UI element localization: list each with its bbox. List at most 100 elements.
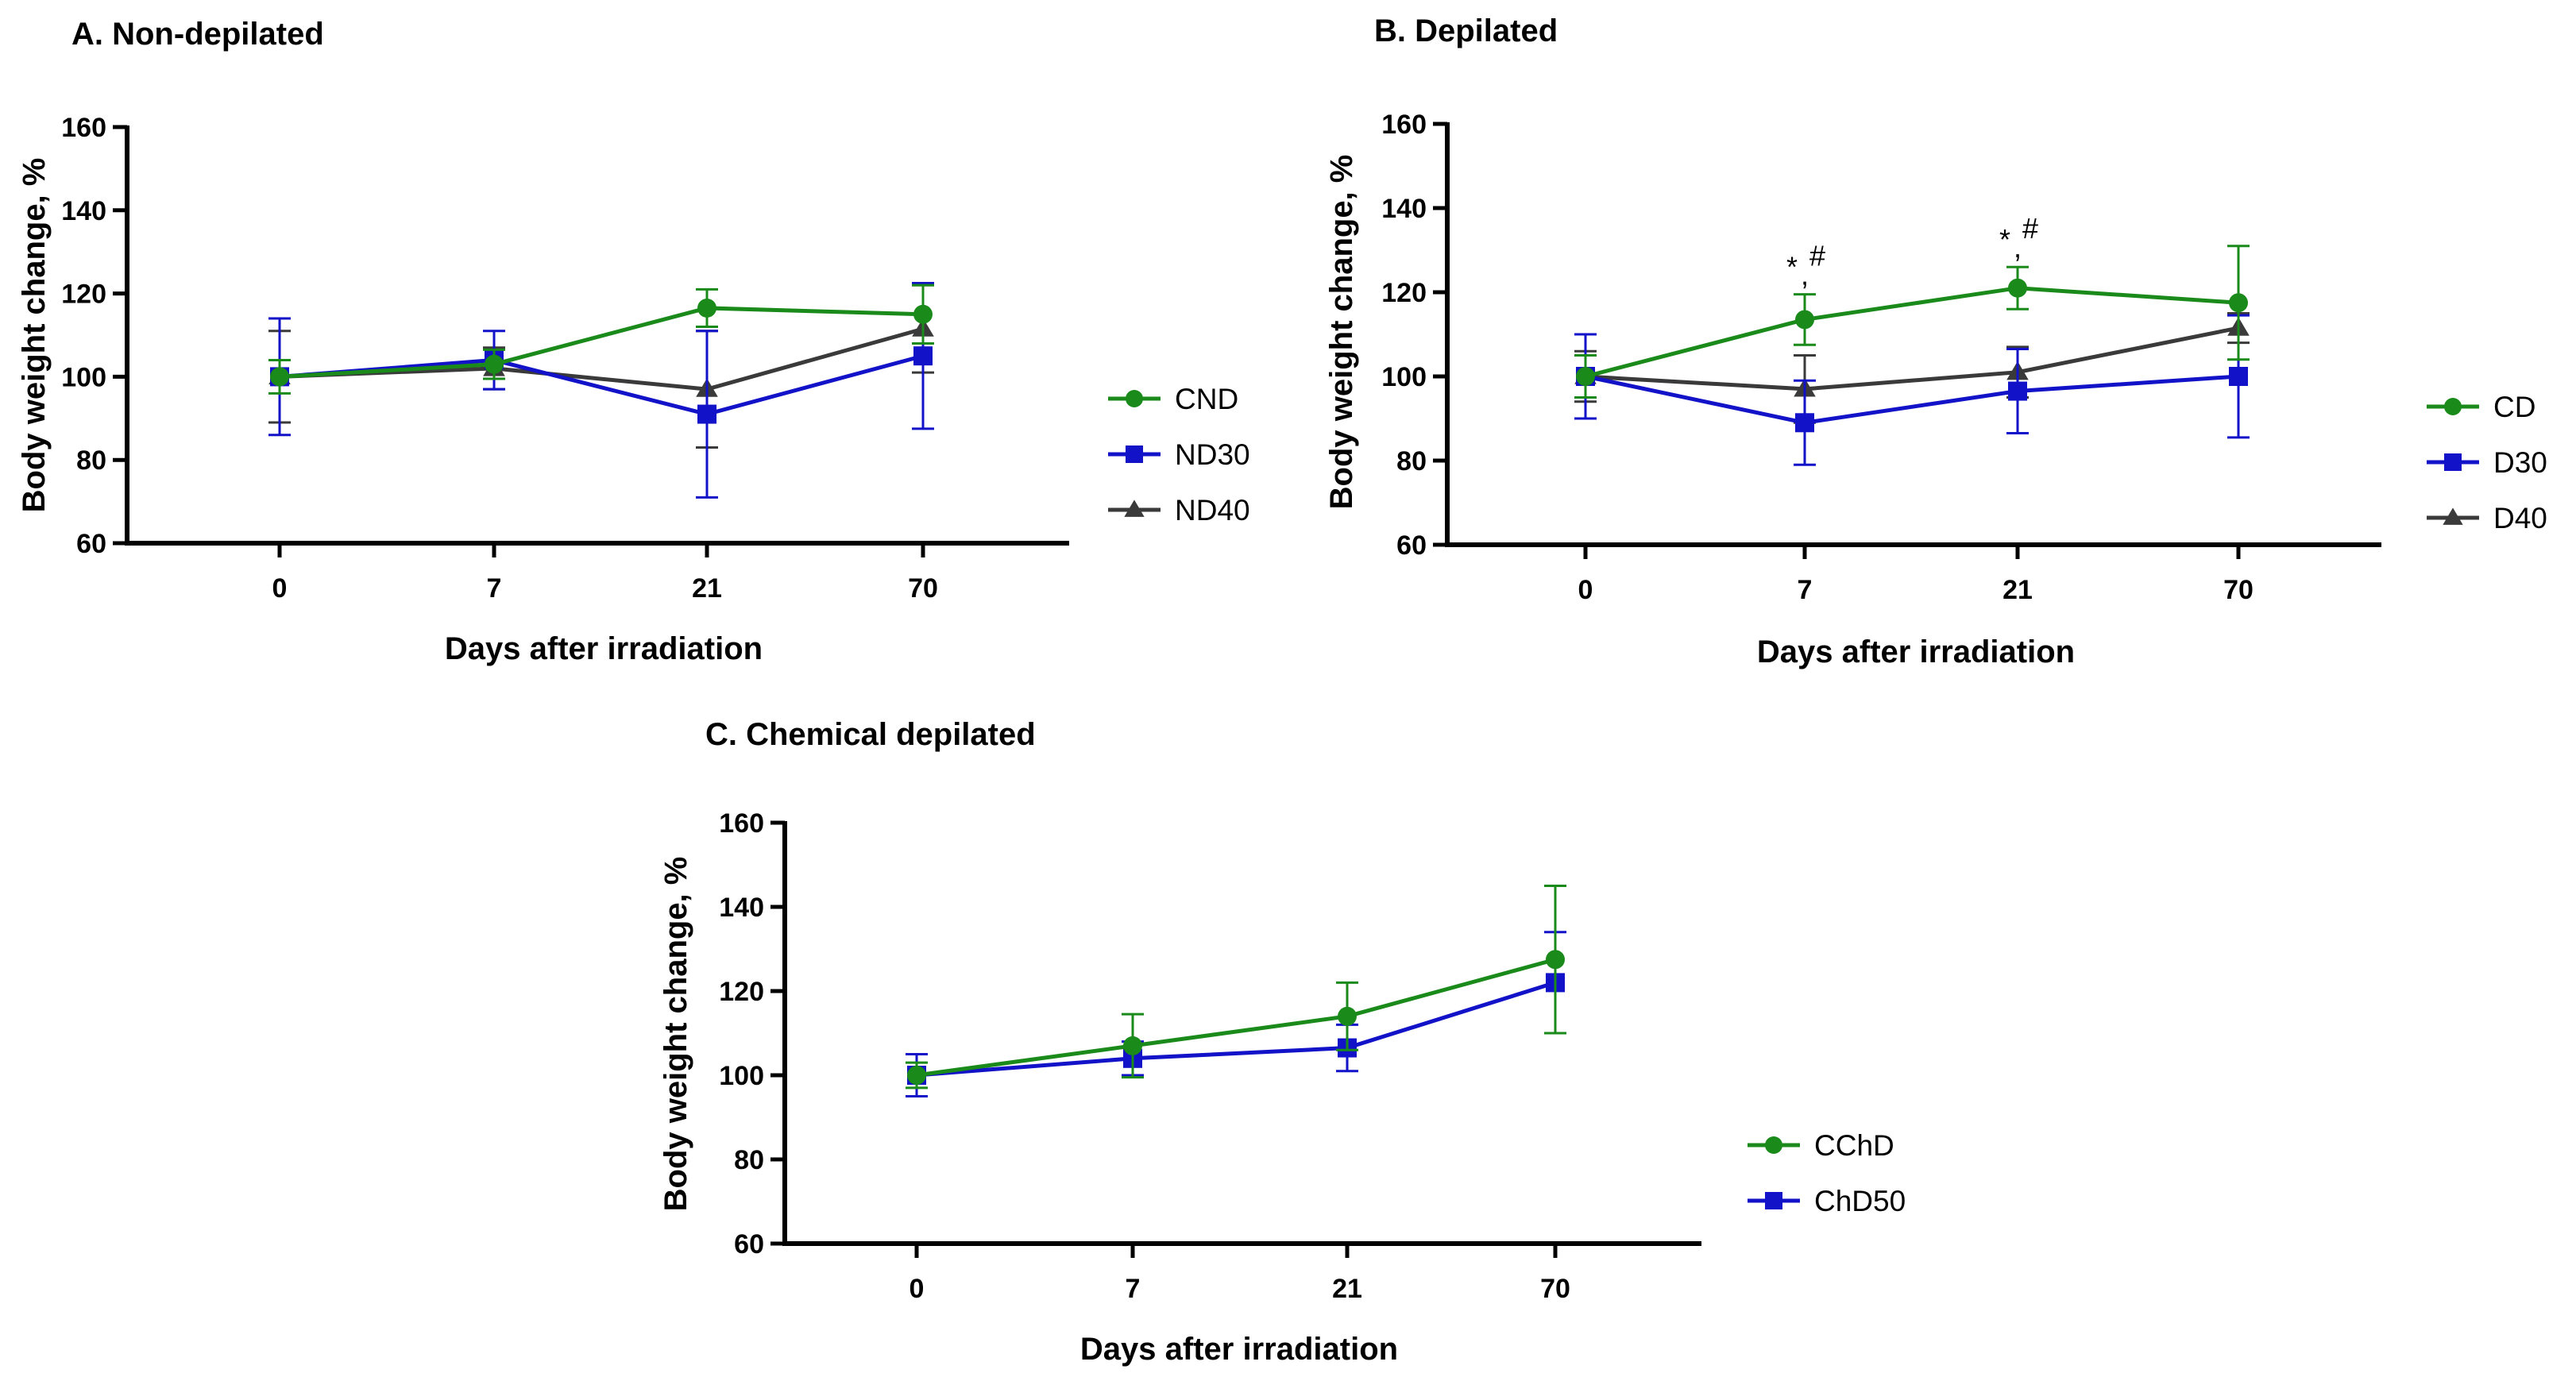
panel-a-y-tick-label: 140 bbox=[61, 196, 106, 226]
panel-b-y-tick-label: 60 bbox=[1396, 530, 1427, 561]
panel-b-y-tick-label: 80 bbox=[1396, 446, 1427, 476]
panel-a-legend-nd30-swatch-marker bbox=[1126, 446, 1143, 463]
panel-b-series-cd-point bbox=[2229, 293, 2248, 313]
panel-b-series-cd-point bbox=[2008, 278, 2027, 298]
panel-b-series-cd bbox=[1574, 245, 2250, 399]
panel-a-x-tick-label: 21 bbox=[692, 573, 722, 604]
panel-b-depilated: B. Depilated Body weight change, % Days … bbox=[1324, 14, 2547, 669]
panel-c-legend-chd50: ChD50 bbox=[1748, 1185, 1906, 1217]
panel-a-x-tick-label: 0 bbox=[272, 573, 288, 604]
panel-c-y-tick-label: 120 bbox=[719, 977, 764, 1007]
panel-b-legend-cd: CD bbox=[2427, 391, 2535, 423]
panel-c-series-cchd-point bbox=[1546, 950, 1565, 970]
panel-b-series-d30-point bbox=[2008, 381, 2027, 401]
panel-c-chemical-depilated: C. Chemical depilated Body weight change… bbox=[658, 717, 1906, 1367]
panel-a-y-tick-label: 160 bbox=[61, 113, 106, 143]
panel-a-legend-nd40-swatch-marker bbox=[1124, 499, 1145, 517]
panel-a-legend-cnd-swatch-marker bbox=[1126, 390, 1143, 407]
panel-b-legend-cd-swatch-marker bbox=[2444, 398, 2462, 415]
panel-c-series-chd50 bbox=[906, 931, 1566, 1097]
panel-b-y-tick-label: 100 bbox=[1381, 362, 1427, 392]
panel-c-x-axis-label: Days after irradiation bbox=[1080, 1332, 1398, 1367]
panel-a-series-cnd-point bbox=[485, 354, 504, 374]
panel-b-annotation-star: * bbox=[1786, 251, 1798, 284]
panel-a-series-nd30-line bbox=[279, 353, 924, 417]
panel-b-series-d30 bbox=[1574, 314, 2250, 466]
panel-b-x-axis-label: Days after irradiation bbox=[1757, 634, 2075, 669]
panel-c-legend-chd50-label: ChD50 bbox=[1814, 1185, 1906, 1217]
panel-b-legend-d30: D30 bbox=[2427, 446, 2547, 479]
panel-a-series-nd40-line bbox=[279, 326, 924, 392]
panel-a-x-tick-label: 70 bbox=[908, 573, 938, 604]
panel-b-legend-d40-swatch-marker bbox=[2443, 507, 2463, 525]
panel-b-x-tick-label: 7 bbox=[1798, 575, 1813, 605]
panel-a-legend-nd40-label: ND40 bbox=[1175, 494, 1250, 526]
panel-a-series-cnd-line bbox=[279, 306, 924, 379]
panel-b-series-d40-line bbox=[1585, 326, 2239, 392]
panel-b-legend-d40: D40 bbox=[2427, 502, 2547, 534]
panel-a-series-cnd-point bbox=[697, 298, 716, 318]
panel-a-y-tick-label: 60 bbox=[76, 529, 106, 559]
panel-b-annotation-hash: # bbox=[1809, 240, 1825, 272]
panel-c-series-cchd-point bbox=[1123, 1036, 1142, 1055]
panel-c-x-tick-label: 21 bbox=[1332, 1274, 1362, 1304]
panel-b-series-cd-point bbox=[1795, 310, 1814, 330]
panel-a-x-tick-label: 7 bbox=[487, 573, 502, 604]
panel-b-series-cd-line bbox=[1585, 286, 2239, 379]
panel-a-x-axis-label: Days after irradiation bbox=[445, 631, 763, 666]
panel-c-series-cchd-point bbox=[907, 1066, 926, 1085]
panel-b-annotation-hash: # bbox=[2022, 212, 2038, 245]
panel-b-title: B. Depilated bbox=[1374, 14, 1558, 48]
panel-b-y-tick-label: 160 bbox=[1381, 110, 1427, 140]
panel-c-series-chd50-line bbox=[916, 981, 1556, 1078]
panel-b-legend-cd-label: CD bbox=[2493, 391, 2535, 423]
panel-a-series-nd30-point bbox=[913, 346, 933, 366]
panel-c-y-tick-label: 60 bbox=[734, 1229, 764, 1259]
panel-b-x-tick-label: 21 bbox=[2002, 575, 2033, 605]
panel-b-y-tick-label: 120 bbox=[1381, 278, 1427, 308]
panel-a-series-cnd-point bbox=[270, 367, 289, 387]
panel-c-x-tick-label: 7 bbox=[1126, 1274, 1141, 1304]
panel-c-legend-cchd-label: CChD bbox=[1814, 1129, 1894, 1162]
panel-a-series-nd40 bbox=[268, 284, 934, 449]
panel-c-series-cchd bbox=[906, 885, 1566, 1090]
panel-c-legend-cchd-swatch-marker bbox=[1765, 1136, 1782, 1154]
panel-a-legend-nd30: ND30 bbox=[1108, 438, 1250, 471]
panel-c-legend-chd50-swatch-marker bbox=[1765, 1192, 1782, 1209]
panel-a-legend-cnd-label: CND bbox=[1175, 383, 1238, 415]
panel-a-legend-cnd: CND bbox=[1108, 383, 1238, 415]
panel-b-x-tick-label: 70 bbox=[2223, 575, 2254, 605]
panel-c-y-tick-label: 140 bbox=[719, 893, 764, 923]
panel-a-y-tick-label: 100 bbox=[61, 362, 106, 392]
panel-b-x-tick-label: 0 bbox=[1578, 575, 1593, 605]
panel-c-x-tick-label: 0 bbox=[910, 1274, 925, 1304]
panel-c-y-tick-label: 160 bbox=[719, 808, 764, 839]
panel-c-y-tick-label: 100 bbox=[719, 1061, 764, 1091]
panel-c-y-tick-label: 80 bbox=[734, 1145, 764, 1175]
panel-a-y-axis-label: Body weight change, % bbox=[17, 158, 52, 513]
panel-b-annotation-comma: , bbox=[1801, 259, 1809, 291]
panel-b-legend-d30-swatch-marker bbox=[2444, 453, 2462, 471]
panel-a-title: A. Non-depilated bbox=[71, 17, 324, 52]
panel-a-non-depilated: A. Non-depilated Body weight change, % D… bbox=[17, 17, 1250, 666]
panel-a-series-cnd-point bbox=[913, 304, 933, 324]
panel-a-y-tick-label: 80 bbox=[76, 446, 106, 476]
panel-a-series-cnd bbox=[268, 284, 934, 395]
panel-c-y-axis-label: Body weight change, % bbox=[658, 857, 693, 1212]
panel-c-series-cchd-line bbox=[916, 957, 1556, 1078]
panel-b-y-tick-label: 140 bbox=[1381, 194, 1427, 224]
panel-b-legend-d30-label: D30 bbox=[2493, 446, 2547, 479]
panel-c-legend-cchd: CChD bbox=[1748, 1129, 1894, 1162]
panel-b-annotation-star: * bbox=[1999, 223, 2010, 256]
panel-b-annotation-comma: , bbox=[2014, 231, 2022, 264]
panel-b-series-d30-point bbox=[1795, 413, 1814, 433]
panel-c-series-cchd-point bbox=[1338, 1006, 1357, 1026]
panel-c-x-tick-label: 70 bbox=[1540, 1274, 1570, 1304]
panel-b-series-d30-line bbox=[1585, 374, 2239, 425]
panel-a-legend-nd40: ND40 bbox=[1108, 494, 1250, 526]
panel-b-series-cd-point bbox=[1576, 367, 1595, 386]
panel-a-y-tick-label: 120 bbox=[61, 280, 106, 310]
panel-a-series-nd30-point bbox=[697, 404, 716, 424]
panel-a-series-nd30 bbox=[268, 282, 934, 499]
panel-c-title: C. Chemical depilated bbox=[705, 717, 1036, 752]
